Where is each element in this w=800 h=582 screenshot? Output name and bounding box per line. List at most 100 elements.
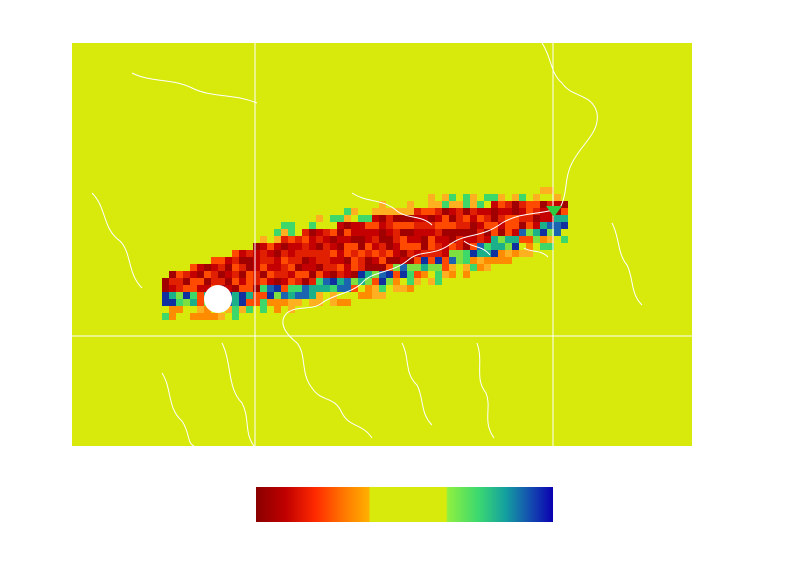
plume-cell xyxy=(316,285,323,292)
plume-cell xyxy=(512,250,519,257)
plume-cell xyxy=(407,285,414,292)
plume-cell xyxy=(414,271,421,278)
plume-cell xyxy=(421,257,428,264)
plume-cell xyxy=(169,285,176,292)
plume-cell xyxy=(190,313,197,320)
plume-cell xyxy=(302,264,309,271)
plume-cell xyxy=(365,243,372,250)
plume-cell xyxy=(540,222,547,229)
plume-cell xyxy=(162,278,169,285)
plume-cell xyxy=(400,229,407,236)
plume-cell xyxy=(232,264,239,271)
plume-cell xyxy=(288,236,295,243)
plume-cell xyxy=(470,264,477,271)
plume-cell xyxy=(295,257,302,264)
plume-cell xyxy=(449,201,456,208)
plume-cell xyxy=(421,229,428,236)
plume-cell xyxy=(393,278,400,285)
plume-cell xyxy=(281,271,288,278)
plume-cell xyxy=(351,271,358,278)
plume-cell xyxy=(449,208,456,215)
plume-cell xyxy=(246,285,253,292)
plume-cell xyxy=(463,215,470,222)
plume-cell xyxy=(267,278,274,285)
plume-cell xyxy=(372,285,379,292)
plume-cell xyxy=(309,292,316,299)
plume-cell xyxy=(372,229,379,236)
plume-cell xyxy=(260,250,267,257)
plume-cell xyxy=(407,236,414,243)
plume-cell xyxy=(505,201,512,208)
plume-cell xyxy=(498,250,505,257)
plume-cell xyxy=(449,236,456,243)
plume-cell xyxy=(519,208,526,215)
plume-cell xyxy=(204,285,211,292)
plume-cell xyxy=(330,243,337,250)
plume-cell xyxy=(197,313,204,320)
plume-cell xyxy=(176,292,183,299)
plume-cell xyxy=(274,299,281,306)
plume-cell xyxy=(274,229,281,236)
plume-cell xyxy=(239,306,246,313)
plume-cell xyxy=(505,222,512,229)
plume-cell xyxy=(260,243,267,250)
plume-cell xyxy=(456,208,463,215)
plume-cell xyxy=(274,285,281,292)
plume-cell xyxy=(232,278,239,285)
plume-cell xyxy=(540,229,547,236)
plume-cell xyxy=(533,215,540,222)
map-canvas xyxy=(72,43,692,446)
plume-cell xyxy=(400,236,407,243)
plume-cell xyxy=(323,243,330,250)
plume-cell xyxy=(260,271,267,278)
plume-cell xyxy=(239,257,246,264)
plume-cell xyxy=(176,285,183,292)
coastline xyxy=(131,72,258,104)
plume-cell xyxy=(358,243,365,250)
plume-cell xyxy=(456,250,463,257)
plume-cell xyxy=(456,229,463,236)
plume-cell xyxy=(337,229,344,236)
plume-cell xyxy=(379,292,386,299)
plume-cell xyxy=(197,306,204,313)
plume-cell xyxy=(428,236,435,243)
plume-cell xyxy=(428,250,435,257)
plume-cell xyxy=(344,264,351,271)
plume-cell xyxy=(232,250,239,257)
plume-cell xyxy=(498,215,505,222)
plume-cell xyxy=(302,236,309,243)
plume-cell xyxy=(246,278,253,285)
plume-cell xyxy=(484,194,491,201)
plume-cell xyxy=(330,215,337,222)
plume-cell xyxy=(554,201,561,208)
plume-cell xyxy=(442,271,449,278)
plume-cell xyxy=(491,236,498,243)
plume-cell xyxy=(393,229,400,236)
plume-cell xyxy=(435,250,442,257)
concentration-map xyxy=(72,43,692,446)
plume-cell xyxy=(470,222,477,229)
plume-cell xyxy=(281,229,288,236)
plume-cell xyxy=(337,222,344,229)
plume-cell xyxy=(414,236,421,243)
plume-cell xyxy=(358,292,365,299)
plume-cell xyxy=(463,201,470,208)
plume-cell xyxy=(470,243,477,250)
plume-cell xyxy=(281,257,288,264)
plume-cell xyxy=(505,229,512,236)
plume-cell xyxy=(421,208,428,215)
coastline xyxy=(463,240,491,256)
plume-cell xyxy=(470,201,477,208)
plume-cell xyxy=(246,306,253,313)
plume-cell xyxy=(449,271,456,278)
plume-cell xyxy=(393,222,400,229)
plume-cell xyxy=(232,299,239,306)
plume-cell xyxy=(288,271,295,278)
plume-cell xyxy=(463,257,470,264)
plume-cell xyxy=(519,201,526,208)
plume-cell xyxy=(414,250,421,257)
plume-cell xyxy=(533,201,540,208)
plume-cell xyxy=(365,292,372,299)
plume-cell xyxy=(211,257,218,264)
plume-cell xyxy=(344,271,351,278)
